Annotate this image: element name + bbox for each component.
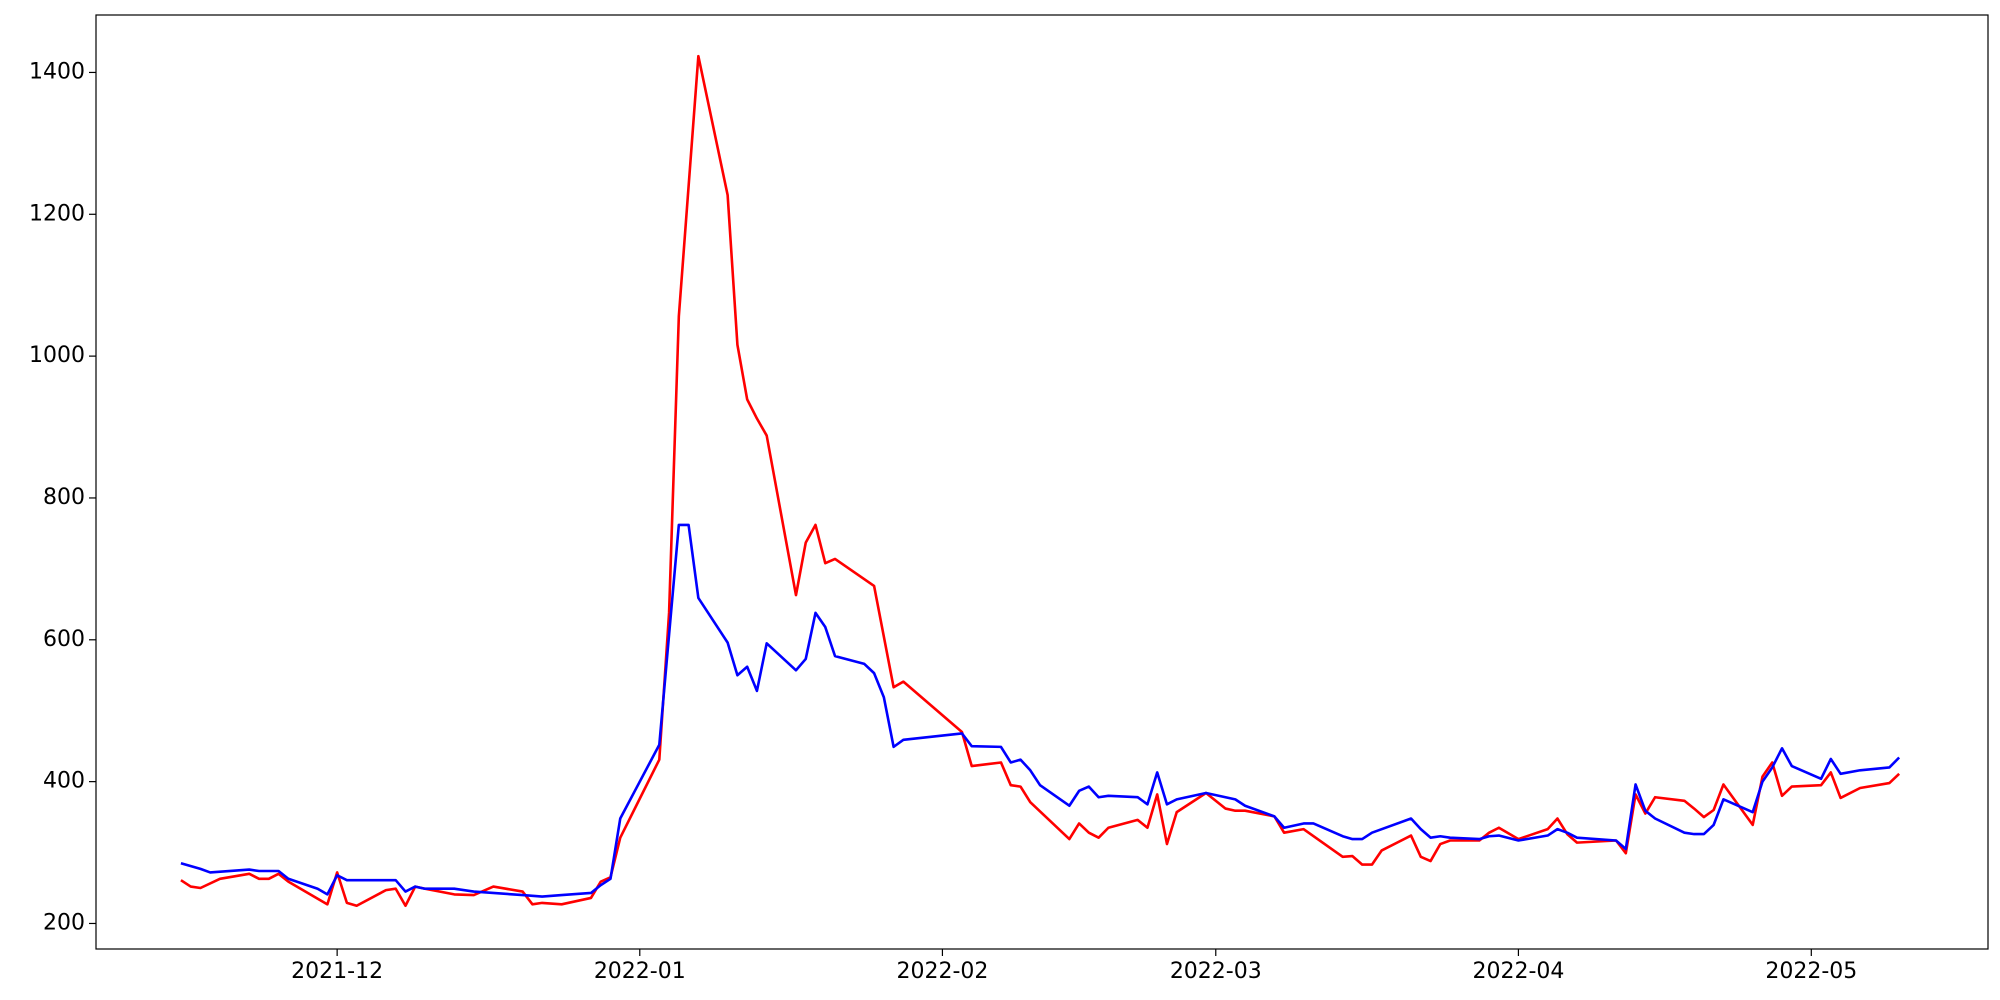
x-tick-label: 2022-03 — [1170, 959, 1262, 984]
y-tick-label: 1000 — [29, 343, 85, 368]
x-tick-label: 2022-01 — [594, 959, 686, 984]
x-tick-label: 2022-02 — [896, 959, 988, 984]
plot-frame — [95, 14, 1989, 950]
y-tick-label: 800 — [43, 485, 85, 510]
y-tick-label: 1200 — [29, 201, 85, 226]
x-tick-label: 2022-05 — [1765, 959, 1857, 984]
y-tick-label: 600 — [43, 627, 85, 652]
y-tick-label: 400 — [43, 769, 85, 794]
line-series — [180, 54, 1901, 908]
y-tick-label: 1400 — [29, 59, 85, 84]
x-tick-label: 2022-04 — [1472, 959, 1564, 984]
line-series — [180, 523, 1901, 898]
x-tick-label: 2021-12 — [291, 959, 383, 984]
y-tick-label: 200 — [43, 910, 85, 935]
